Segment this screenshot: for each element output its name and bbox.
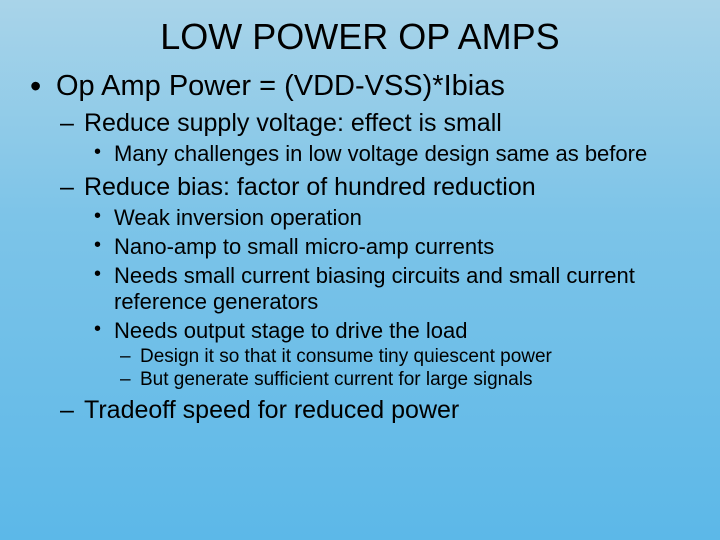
bullet-text: Needs output stage to drive the load	[114, 318, 467, 343]
bullet-text: But generate sufficient current for larg…	[140, 369, 533, 390]
bullet-text: Design it so that it consume tiny quiesc…	[140, 346, 552, 367]
slide-title: LOW POWER OP AMPS	[20, 16, 700, 58]
bullet-text: Op Amp Power = (VDD-VSS)*Ibias	[56, 70, 505, 102]
bullet-lvl3: Nano-amp to small micro-amp currents	[84, 234, 700, 260]
bullet-text: Reduce bias: factor of hundred reduction	[84, 173, 536, 201]
bullet-text: Needs small current biasing circuits and…	[114, 263, 635, 314]
bullet-lvl3: Many challenges in low voltage design sa…	[84, 141, 700, 167]
bullet-list-lvl3: Many challenges in low voltage design sa…	[84, 141, 700, 167]
bullet-text: Reduce supply voltage: effect is small	[84, 109, 502, 137]
bullet-lvl3: Needs output stage to drive the load Des…	[84, 318, 700, 391]
bullet-text: Tradeoff speed for reduced power	[84, 396, 459, 424]
bullet-text: Many challenges in low voltage design sa…	[114, 141, 647, 166]
bullet-lvl2: Tradeoff speed for reduced power	[56, 396, 700, 425]
bullet-list-lvl4: Design it so that it consume tiny quiesc…	[114, 346, 700, 391]
bullet-text: Nano-amp to small micro-amp currents	[114, 234, 494, 259]
bullet-lvl4: Design it so that it consume tiny quiesc…	[114, 346, 700, 368]
bullet-list-lvl3: Weak inversion operation Nano-amp to sma…	[84, 205, 700, 390]
bullet-lvl3: Needs small current biasing circuits and…	[84, 263, 700, 315]
bullet-lvl1: Op Amp Power = (VDD-VSS)*Ibias Reduce su…	[20, 70, 700, 425]
bullet-lvl2: Reduce supply voltage: effect is small M…	[56, 109, 700, 167]
bullet-text: Weak inversion operation	[114, 205, 362, 230]
bullet-lvl3: Weak inversion operation	[84, 205, 700, 231]
bullet-list-lvl2: Reduce supply voltage: effect is small M…	[56, 109, 700, 425]
slide: LOW POWER OP AMPS Op Amp Power = (VDD-VS…	[0, 0, 720, 439]
bullet-list-lvl1: Op Amp Power = (VDD-VSS)*Ibias Reduce su…	[20, 70, 700, 425]
bullet-lvl2: Reduce bias: factor of hundred reduction…	[56, 173, 700, 390]
bullet-lvl4: But generate sufficient current for larg…	[114, 369, 700, 391]
